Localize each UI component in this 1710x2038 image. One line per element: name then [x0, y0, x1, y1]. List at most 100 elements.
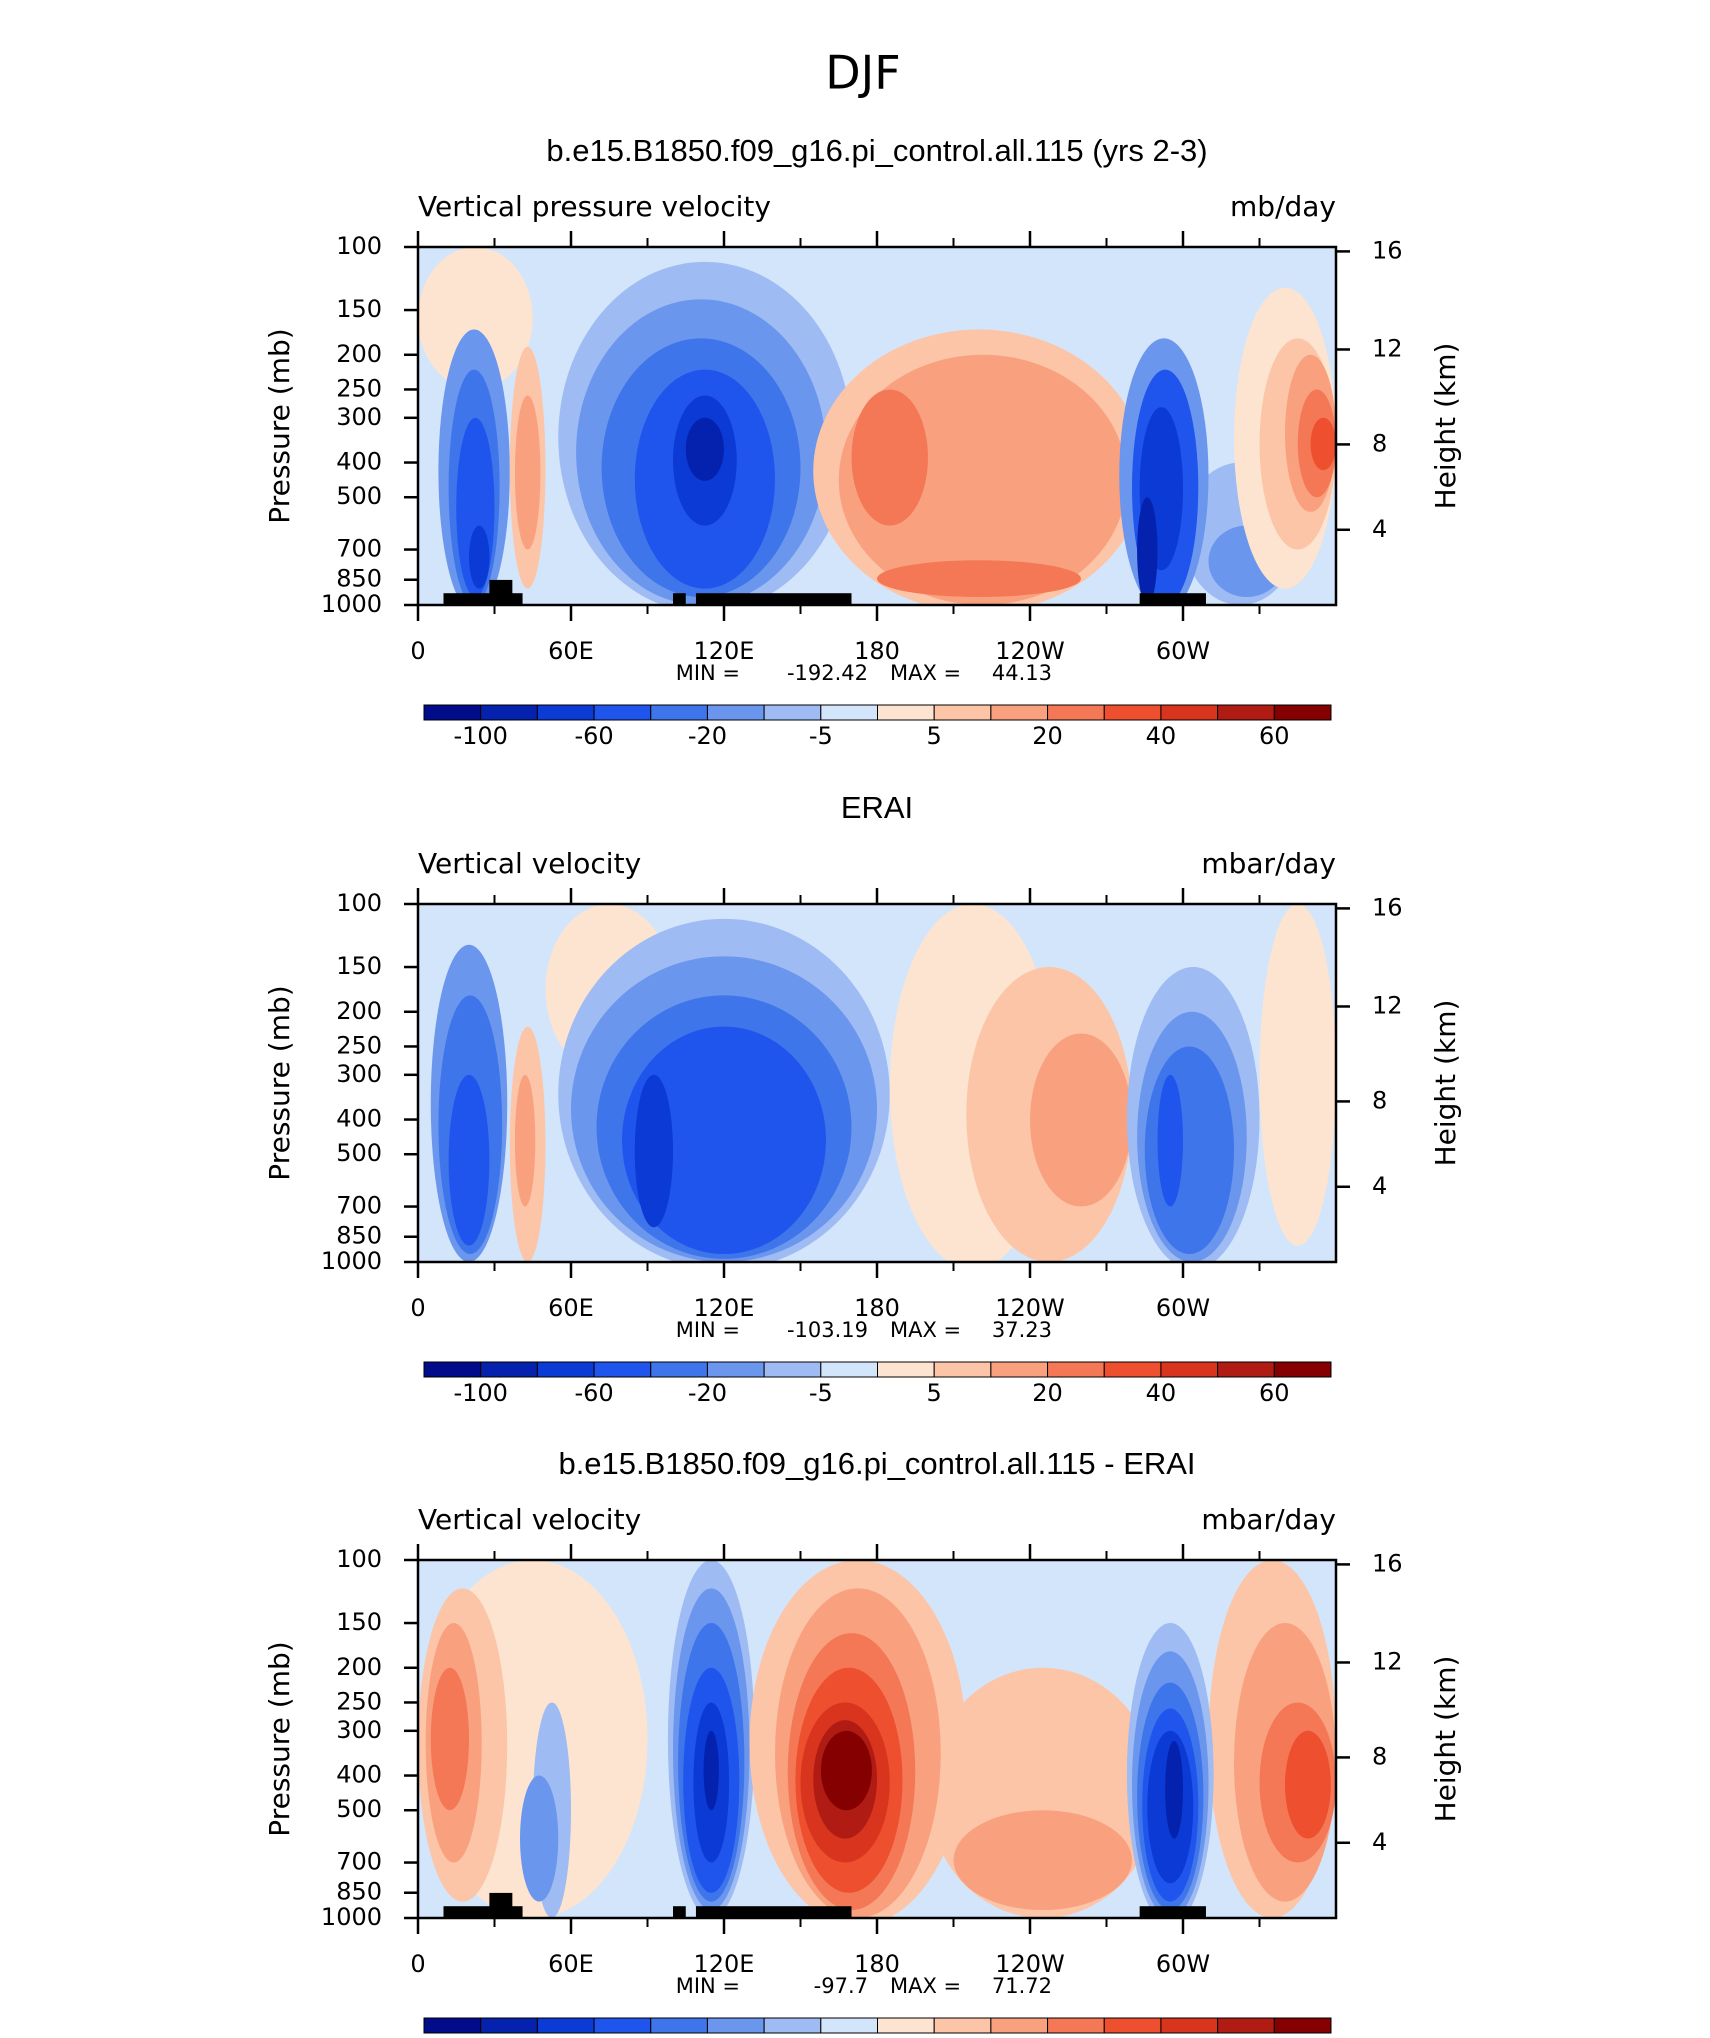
colorbar-box: [480, 704, 538, 721]
y-tick-label: 1000: [321, 1903, 382, 1931]
contour-region: [953, 1810, 1132, 1911]
colorbar-label: 40: [1202, 2035, 1233, 2038]
contour-region: [820, 1730, 872, 1811]
min-value: -97.7: [814, 1974, 868, 1998]
min-label: MIN =: [676, 1974, 740, 1998]
y-tick-label: 150: [336, 952, 382, 980]
colorbar-label: 20: [1032, 722, 1063, 750]
colorbar-label: -30: [574, 2035, 613, 2038]
contour-region: [430, 1667, 469, 1811]
colorbar-box: [650, 704, 708, 721]
colorbar-box: [423, 2017, 482, 2034]
colorbar-box: [1103, 1361, 1162, 1378]
colorbar-label: 60: [1259, 1379, 1290, 1407]
colorbar-box: [877, 2017, 935, 2034]
colorbar-label: -60: [574, 722, 613, 750]
contour-region: [1030, 1033, 1132, 1207]
x-tick-label: 0: [410, 637, 425, 665]
max-value: 37.23: [992, 1318, 1052, 1342]
y-tick-label: 1000: [321, 1247, 382, 1275]
left-label: Vertical pressure velocity: [418, 190, 771, 223]
max-label: MAX =: [890, 661, 961, 685]
x-tick-label: 0: [410, 1294, 425, 1322]
colorbar-box: [763, 704, 822, 721]
contour-region: [877, 560, 1081, 598]
colorbar-box: [820, 2017, 878, 2034]
y-axis-label: Pressure (mb): [263, 1641, 296, 1836]
colorbar-box: [423, 704, 482, 721]
y2-tick-label: 4: [1372, 1828, 1387, 1856]
colorbar-box: [1047, 704, 1105, 721]
x-tick-label: 60E: [548, 637, 594, 665]
y-tick-label: 400: [336, 1105, 382, 1133]
contour-region: [469, 525, 490, 589]
colorbar-box: [593, 2017, 652, 2034]
colorbar-label: 30: [1146, 2035, 1177, 2038]
contour-field: [418, 904, 1336, 1262]
x-tick-label: 60W: [1156, 1294, 1210, 1322]
y-tick-label: 700: [336, 1192, 382, 1220]
colorbar-box: [1160, 1361, 1219, 1378]
colorbar-box: [706, 1361, 765, 1378]
y-tick-label: 100: [336, 1545, 382, 1573]
y2-tick-label: 8: [1372, 1086, 1387, 1114]
contour-region: [418, 247, 533, 390]
contour-field: [418, 1560, 1336, 1918]
topography: [695, 593, 852, 605]
colorbar-box: [933, 704, 992, 721]
y-tick-label: 300: [336, 1060, 382, 1088]
y-tick-label: 500: [336, 1795, 382, 1823]
y2-tick-label: 8: [1372, 1742, 1387, 1770]
contour-region: [685, 417, 724, 481]
colorbar-box: [1217, 704, 1275, 721]
colorbar-box: [1273, 1361, 1332, 1378]
max-label: MAX =: [890, 1974, 961, 1998]
topography: [443, 1906, 523, 1918]
contour-field: [418, 247, 1336, 605]
colorbar-box: [650, 2017, 708, 2034]
colorbar-box: [706, 704, 765, 721]
colorbar-box: [480, 1361, 538, 1378]
y-tick-label: 100: [336, 232, 382, 260]
x-tick-label: 60W: [1156, 1950, 1210, 1978]
y-tick-label: 150: [336, 1608, 382, 1636]
colorbar-box: [1047, 1361, 1105, 1378]
contour-region: [1137, 497, 1158, 605]
colorbar-label: 20: [1032, 1379, 1063, 1407]
left-label: Vertical velocity: [418, 1503, 641, 1536]
y-tick-label: 500: [336, 482, 382, 510]
contour-region: [851, 389, 928, 526]
colorbar-label: -5: [809, 1379, 833, 1407]
contour-region: [1157, 1074, 1183, 1207]
topography: [673, 593, 686, 605]
colorbar-box: [593, 704, 652, 721]
y2-tick-label: 16: [1372, 1549, 1403, 1577]
y2-tick-label: 16: [1372, 893, 1403, 921]
colorbar-label: -20: [631, 2035, 670, 2038]
y-tick-label: 400: [336, 448, 382, 476]
y2-axis-label: Height (km): [1429, 343, 1462, 510]
y-tick-label: 250: [336, 374, 382, 402]
y-tick-label: 700: [336, 535, 382, 563]
colorbar-label: -50: [461, 2035, 500, 2038]
max-label: MAX =: [890, 1318, 961, 1342]
colorbar-box: [593, 1361, 652, 1378]
x-tick-label: 120W: [995, 637, 1065, 665]
y-tick-label: 250: [336, 1687, 382, 1715]
colorbar-box: [1217, 1361, 1275, 1378]
x-tick-label: 120W: [995, 1294, 1065, 1322]
contour-region: [520, 1775, 559, 1902]
colorbar-box: [1273, 2017, 1332, 2034]
y-tick-label: 700: [336, 1848, 382, 1876]
colorbar-label: -15: [688, 2035, 727, 2038]
colorbar-box: [763, 1361, 822, 1378]
colorbar-label: 40: [1146, 722, 1177, 750]
colorbar-box: [1273, 704, 1332, 721]
max-value: 44.13: [992, 661, 1052, 685]
colorbar-label: 50: [1259, 2035, 1290, 2038]
colorbar-box: [1103, 704, 1162, 721]
y2-tick-label: 4: [1372, 515, 1387, 543]
contour-region: [634, 1074, 673, 1228]
colorbar-label: 10: [976, 2035, 1007, 2038]
colorbar-box: [536, 1361, 595, 1378]
